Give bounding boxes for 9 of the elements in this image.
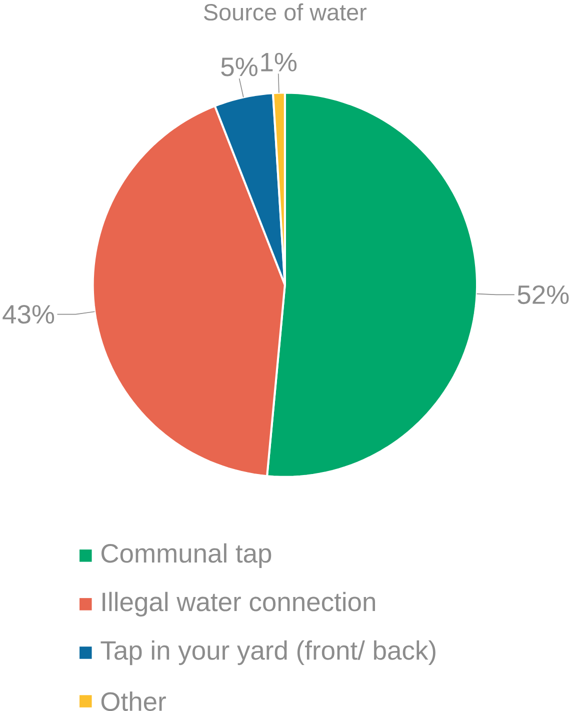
legend-label: Communal tap <box>102 543 272 568</box>
legend-label: Other <box>102 692 166 711</box>
data-label: 1% <box>261 52 297 72</box>
chart-title: Source of water <box>204 3 367 21</box>
data-label: 43% <box>2 304 54 324</box>
data-label: 5% <box>221 58 258 76</box>
legend-label: Illegal water connection <box>102 592 376 617</box>
legend-label: Tap in your yard (front/ back) <box>100 640 436 666</box>
data-label: 52% <box>518 285 569 304</box>
